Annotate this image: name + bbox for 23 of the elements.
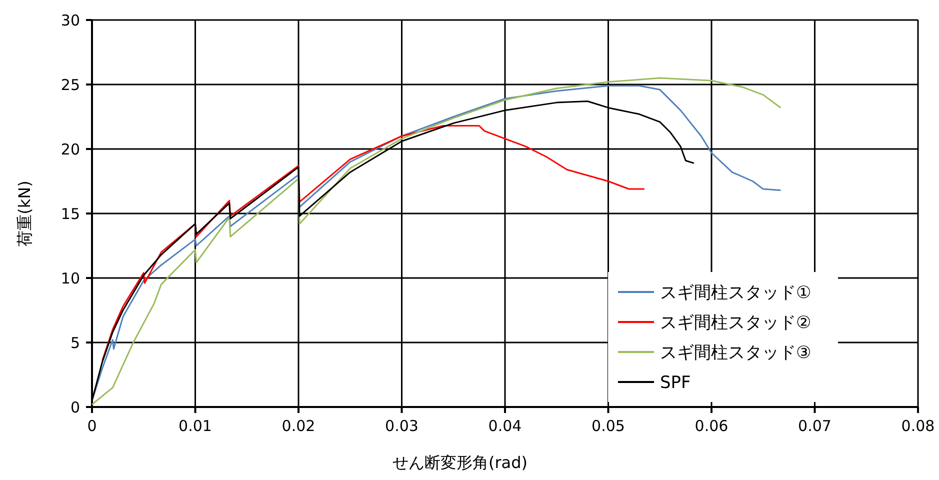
x-tick-label: 0.08 <box>901 417 935 435</box>
legend-label: スギ間柱スタッド③ <box>660 342 812 363</box>
y-tick-label: 25 <box>60 76 80 94</box>
x-tick-label: 0.03 <box>385 417 418 435</box>
y-tick-label: 10 <box>60 269 80 288</box>
x-tick-label: 0.07 <box>798 417 832 435</box>
x-tick-label: 0.06 <box>694 417 728 435</box>
y-tick-label: 30 <box>60 11 80 30</box>
x-tick-label: 0.02 <box>282 417 316 435</box>
legend-label: スギ間柱スタッド② <box>660 312 812 333</box>
x-tick-label: 0 <box>87 417 97 435</box>
x-tick-label: 0.01 <box>178 417 212 435</box>
y-axis-title: 荷重(kN) <box>15 180 34 246</box>
x-axis-title: せん断変形角(rad) <box>392 453 528 472</box>
y-tick-label: 5 <box>70 334 80 352</box>
line-series <box>102 125 646 362</box>
y-tick-label: 20 <box>60 140 80 158</box>
x-tick-label: 0.05 <box>592 417 625 435</box>
legend-label: スギ間柱スタッド① <box>660 282 812 303</box>
x-tick-label: 0.04 <box>488 417 522 435</box>
y-tick-label: 15 <box>60 204 80 223</box>
y-tick-label: 0 <box>70 398 80 416</box>
legend-label: SPF <box>660 372 691 393</box>
